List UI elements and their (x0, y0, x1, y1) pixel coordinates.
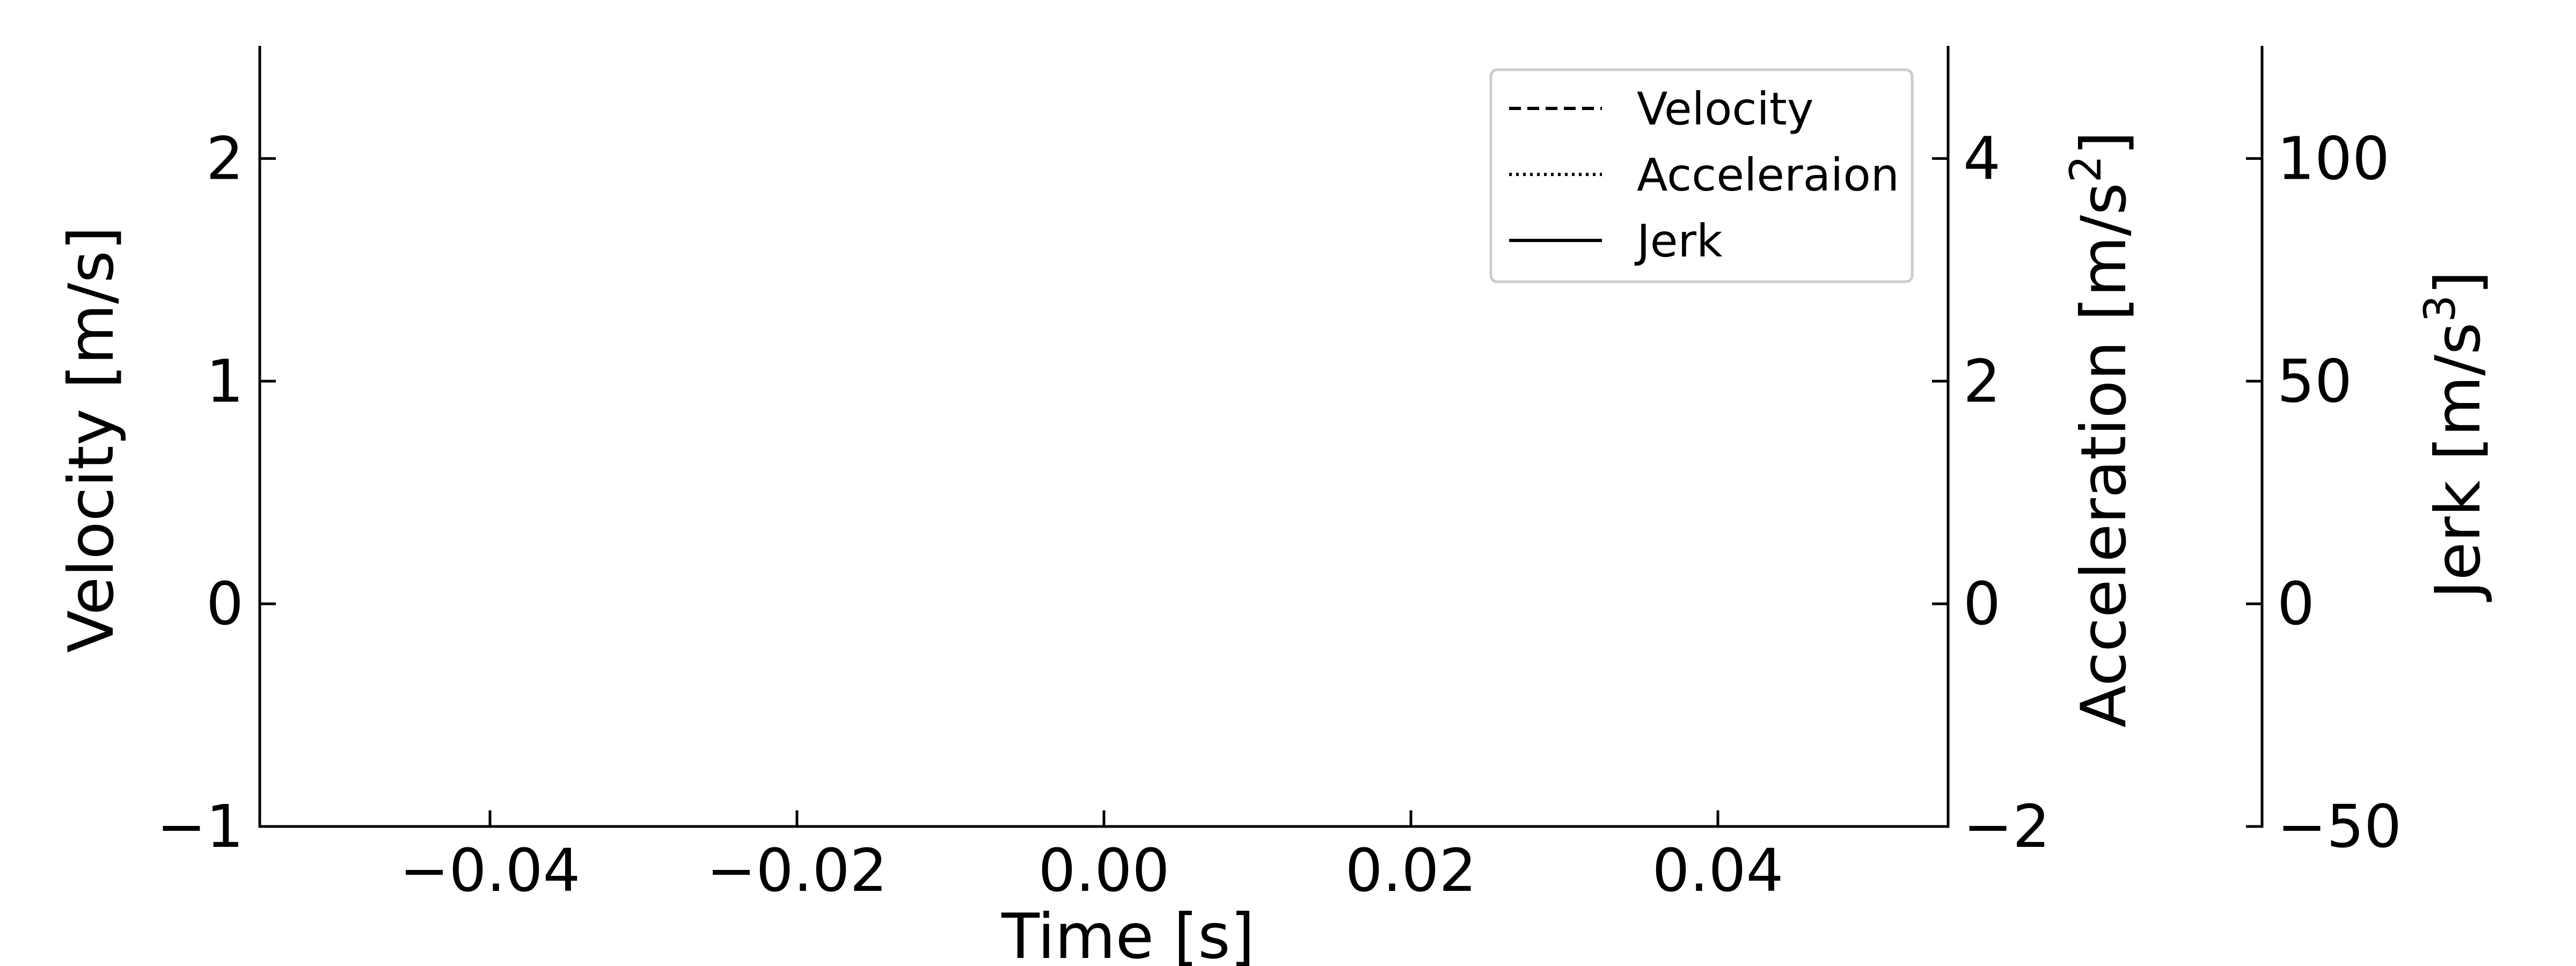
legend-label-acceleration: Acceleraion (1637, 149, 1899, 201)
legend-label-jerk: Jerk (1634, 215, 1723, 267)
acceleration-tick-label: 0 (1963, 569, 2001, 638)
velocity-tick-label: 2 (206, 124, 244, 193)
x-tick-label: 0.02 (1345, 836, 1477, 905)
acceleration-axis-label-superscript: 2 (2061, 155, 2111, 182)
x-axis-label: Time [s] (1001, 901, 1255, 966)
jerk-axis-label-text: Jerk [m/s (2422, 323, 2494, 602)
x-tick-label: −0.02 (706, 836, 887, 905)
axes-layer: −0.04 −0.02 0.00 0.02 0.04 Time [s] −1 0 1 2 Veloc… (55, 46, 2494, 966)
acceleration-axis-label: Acceleration [m/s2] (2061, 131, 2140, 728)
velocity-axis-label: Velocity [m/s] (55, 226, 128, 653)
x-tick-label: 0.04 (1652, 836, 1784, 905)
acceleration-tick-label: 4 (1963, 124, 2001, 193)
jerk-tick-label: 100 (2277, 124, 2390, 193)
jerk-tick-label: 50 (2277, 347, 2352, 415)
legend-box (1489, 68, 1914, 283)
acceleration-axis-label-text: Acceleration [m/s (2068, 182, 2140, 727)
acceleration-tick-label: 2 (1963, 347, 2001, 415)
jerk-tick-label: −50 (2277, 792, 2402, 861)
jerk-axis-label-close: ] (2422, 270, 2494, 295)
x-tick-label: 0.00 (1038, 836, 1170, 905)
velocity-tick-label: 1 (206, 347, 244, 415)
legend: Velocity Acceleraion Jerk (1489, 68, 1914, 283)
velocity-tick-label: −1 (157, 792, 244, 861)
jerk-axis-label-superscript: 3 (2415, 295, 2465, 323)
legend-label-velocity: Velocity (1637, 83, 1814, 135)
acceleration-axis-label-close: ] (2068, 131, 2140, 155)
x-tick-label: −0.04 (399, 836, 580, 905)
velocity-tick-label: 0 (206, 569, 244, 638)
jerk-axis-label: Jerk [m/s3] (2415, 270, 2494, 602)
jerk-tick-label: 0 (2277, 569, 2315, 638)
acceleration-tick-label: −2 (1963, 792, 2050, 861)
